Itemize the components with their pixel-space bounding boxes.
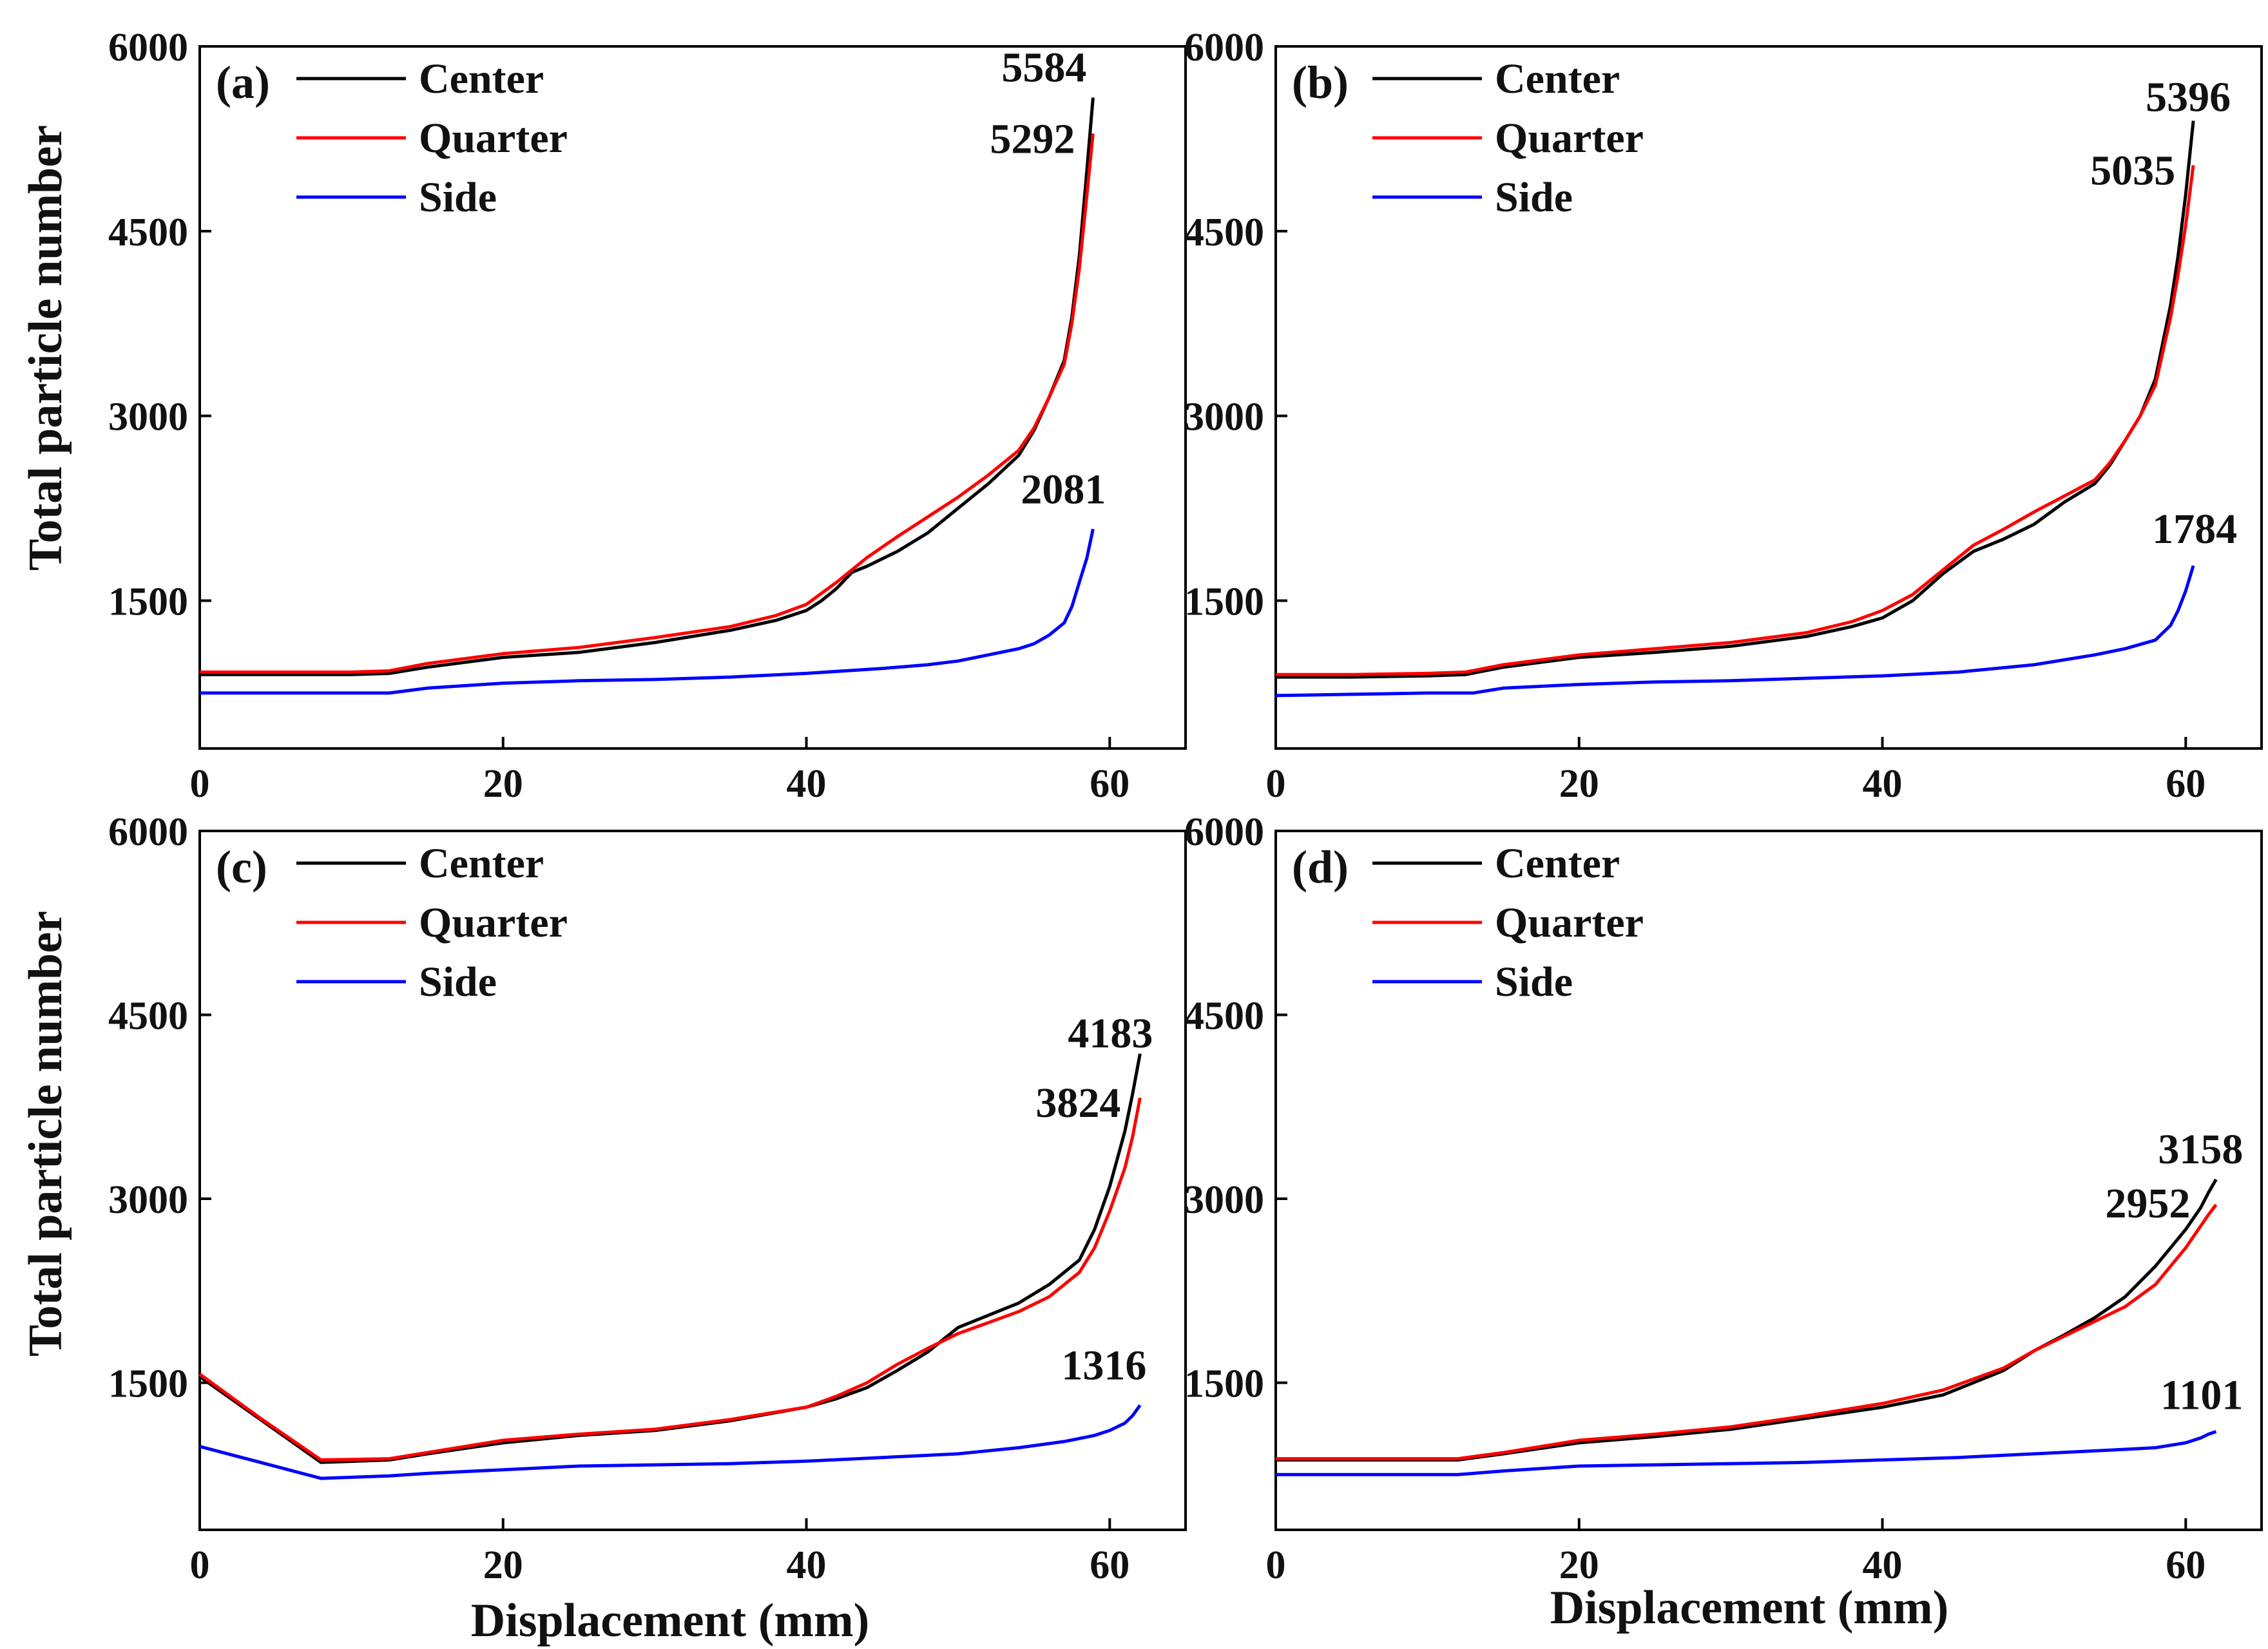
y-tick-label: 4500 <box>108 211 188 254</box>
panel-label: (c) <box>216 841 267 893</box>
x-tick-label: 0 <box>1266 1543 1286 1587</box>
legend-label-center: Center <box>1495 55 1620 102</box>
end-value-label-quarter: 3824 <box>1035 1080 1120 1127</box>
legend-label-quarter: Quarter <box>1495 899 1644 946</box>
x-tick-label: 0 <box>1266 762 1286 806</box>
x-tick-label: 40 <box>1863 1543 1903 1587</box>
legend-label-center: Center <box>419 55 544 102</box>
series-line-side <box>200 528 1095 695</box>
x-tick-label: 20 <box>1559 1543 1599 1587</box>
panel-label: (a) <box>216 57 270 108</box>
x-tick-label: 40 <box>1863 762 1903 806</box>
chart-panel-1: 0 20 40 60 1500 3000 4500 6000 (a) 5584 5292 2081 Ce… <box>108 26 1187 806</box>
y-tick-label: 1500 <box>108 1362 188 1406</box>
series-line-side <box>1275 565 2195 698</box>
x-tick-label: 0 <box>190 762 210 806</box>
plot-frame <box>198 45 1187 750</box>
legend-label-side: Side <box>1495 958 1573 1006</box>
x-tick-label: 40 <box>787 762 827 806</box>
y-tick-label: 4500 <box>1184 211 1264 254</box>
legend-label-center: Center <box>1495 840 1620 887</box>
plot-frame <box>1274 830 2263 1531</box>
chart-panel-3: 0 20 40 60 1500 3000 4500 6000 (c) 4183 3824 1316 Ce… <box>108 810 1187 1587</box>
y-tick-label: 6000 <box>1184 810 1264 854</box>
x-tick-label: 20 <box>1559 762 1599 806</box>
legend-label-side: Side <box>1495 174 1573 221</box>
x-axis-title-left: Displacement (mm) <box>471 1594 870 1647</box>
legend-label-quarter: Quarter <box>419 899 568 946</box>
end-value-label-side: 1784 <box>2152 506 2237 553</box>
y-tick-label: 3000 <box>1184 396 1264 439</box>
end-value-label-center: 5584 <box>1001 44 1086 91</box>
series-line-quarter <box>1276 165 2195 676</box>
y-tick-label: 6000 <box>1184 26 1264 70</box>
y-tick-label: 6000 <box>108 810 188 854</box>
series-line-side <box>1276 1430 2217 1476</box>
y-tick-label: 6000 <box>108 26 188 70</box>
x-tick-label: 60 <box>2166 762 2206 806</box>
series-line-quarter <box>1276 1203 2218 1461</box>
x-tick-label: 20 <box>483 762 523 806</box>
x-tick-label: 40 <box>787 1543 827 1587</box>
end-value-label-center: 5396 <box>2146 74 2231 121</box>
y-tick-label: 3000 <box>108 396 188 439</box>
end-value-label-quarter: 2952 <box>2105 1180 2190 1227</box>
end-value-label-center: 3158 <box>2158 1126 2243 1173</box>
end-value-label-side: 2081 <box>1021 466 1106 513</box>
plot-frame <box>198 830 1187 1531</box>
plot-frame <box>1274 45 2263 750</box>
end-value-label-center: 4183 <box>1068 1010 1153 1057</box>
x-axis-title-right: Displacement (mm) <box>1550 1581 1949 1634</box>
end-value-label-side: 1101 <box>2160 1372 2243 1419</box>
chart-panel-4: 0 20 40 60 1500 3000 4500 6000 (d) 3158 2952 1101 Ce… <box>1184 810 2263 1587</box>
y-tick-label: 3000 <box>108 1178 188 1222</box>
x-tick-label: 60 <box>1090 1543 1129 1587</box>
y-tick-label: 3000 <box>1184 1178 1264 1222</box>
y-tick-label: 4500 <box>1184 995 1264 1038</box>
end-value-label-quarter: 5292 <box>990 115 1075 162</box>
end-value-label-side: 1316 <box>1061 1342 1146 1389</box>
y-tick-label: 4500 <box>108 995 188 1038</box>
y-axis-title-bottom: Total particle number <box>19 911 72 1357</box>
legend-label-quarter: Quarter <box>419 115 568 162</box>
panel-label: (b) <box>1292 57 1349 108</box>
end-value-label-quarter: 5035 <box>2090 148 2175 195</box>
x-tick-label: 20 <box>483 1543 523 1587</box>
legend-label-side: Side <box>419 958 497 1006</box>
legend-label-side: Side <box>419 174 497 221</box>
x-tick-label: 0 <box>190 1543 210 1587</box>
panel-label: (d) <box>1292 841 1349 893</box>
series-line-side <box>199 1404 1142 1480</box>
series-line-quarter <box>198 1097 1142 1462</box>
x-tick-label: 60 <box>2166 1543 2206 1587</box>
y-tick-label: 1500 <box>1184 1362 1264 1406</box>
series-line-center <box>1276 120 2195 679</box>
series-line-quarter <box>200 133 1095 674</box>
y-tick-label: 1500 <box>108 580 188 624</box>
legend-label-quarter: Quarter <box>1495 115 1644 162</box>
legend-label-center: Center <box>419 840 544 887</box>
y-tick-label: 1500 <box>1184 580 1264 624</box>
y-axis-title-top: Total particle number <box>19 125 72 571</box>
x-tick-label: 60 <box>1090 762 1129 806</box>
chart-panel-2: 0 20 40 60 1500 3000 4500 6000 (b) 5396 5035 1784 Ce… <box>1184 26 2263 806</box>
